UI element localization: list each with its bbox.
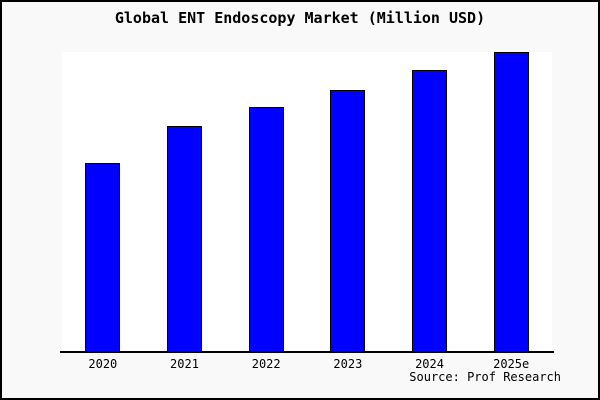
bar-slot xyxy=(62,52,144,352)
bar-2020 xyxy=(85,163,121,352)
bar-2024 xyxy=(412,70,448,352)
x-axis-line xyxy=(60,351,554,353)
x-tick-label-2020: 2020 xyxy=(88,357,118,371)
x-tick-label-2024: 2024 xyxy=(415,357,444,371)
source-note: Source: Prof Research xyxy=(409,370,561,384)
plot-area xyxy=(62,52,552,352)
bar-2025e xyxy=(493,52,529,352)
x-axis-labels: 2020 2021 2022 2023 2024 2025e xyxy=(62,357,552,371)
bar-slot xyxy=(307,52,389,352)
bar-2022 xyxy=(248,107,284,352)
bar-slot xyxy=(144,52,226,352)
chart-title: Global ENT Endoscopy Market (Million USD… xyxy=(114,9,486,27)
x-tick-label-2022: 2022 xyxy=(251,357,281,371)
x-tick-label-2025e: 2025e xyxy=(493,357,530,371)
bar-slot xyxy=(470,52,552,352)
bar-slot xyxy=(225,52,307,352)
bars-container xyxy=(62,52,552,352)
x-tick-label-2021: 2021 xyxy=(170,357,199,371)
bar-2021 xyxy=(167,126,202,352)
x-tick-label-2023: 2023 xyxy=(333,357,363,371)
bar-2023 xyxy=(330,90,366,352)
bar-slot xyxy=(389,52,471,352)
